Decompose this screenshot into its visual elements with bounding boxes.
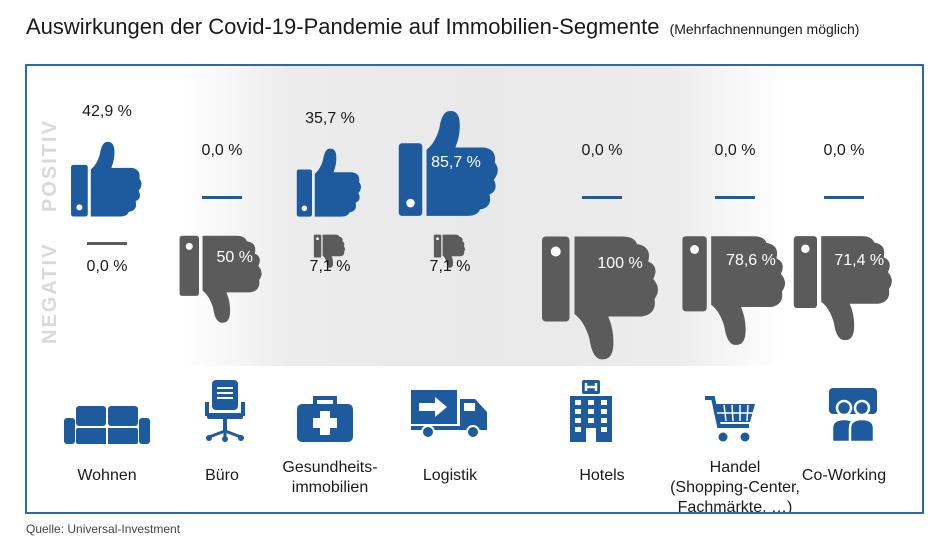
delivery-truck-icon [411,390,487,438]
hotel-building-icon [570,380,612,442]
title-subtitle: (Mehrfachnennungen möglich) [669,21,860,37]
positive-value-5: 0,0 % [714,142,756,159]
negative-value-3: 7,1 % [429,258,471,275]
first-aid-kit-icon [297,396,353,442]
negative-thumb-1 [179,235,262,323]
negative-value-4: 100 % [597,254,643,272]
negative-value-6: 71,4 % [834,251,885,269]
title-main: Auswirkungen der Covid-19-Pandemie auf I… [26,14,660,39]
positive-value-4: 0,0 % [581,142,623,159]
positive-value-2: 35,7 % [305,110,355,127]
positive-value-0: 42,9 % [82,103,132,120]
category-label-4: Hotels [579,467,625,484]
positive-value-6: 0,0 % [823,142,865,159]
positive-dash-5 [715,196,755,199]
coworking-people-icon [829,388,877,444]
category-label-3: Logistik [422,467,478,484]
negative-thumb-4 [542,236,658,360]
positive-dash-4 [582,196,622,199]
category-label-6: Co-Working [801,467,887,484]
chart-frame: POSITIV NEGATIV [25,64,924,514]
sofa-icon [64,406,150,444]
category-label-5: Handel (Shopping-Center, Fachmärkte, …) [670,459,800,514]
row-label-negative: NEGATIV [39,242,61,344]
negative-value-1: 50 % [216,248,253,266]
chart-title: Auswirkungen der Covid-19-Pandemie auf I… [26,14,859,40]
negative-thumb-5 [681,236,785,345]
office-chair-icon [205,380,245,442]
negative-thumb-2 [313,234,346,268]
negative-value-2: 7,1 % [309,258,351,275]
positive-dash-6 [824,196,864,199]
negative-dash-0 [87,242,127,245]
positive-value-1: 0,0 % [201,142,243,159]
category-label-0: Wohnen [77,467,137,484]
positive-thumb-2 [296,148,361,217]
source-note: Quelle: Universal-Investment [26,522,181,536]
negative-thumb-6 [793,236,892,341]
row-label-positive: POSITIV [39,119,61,212]
category-label-1: Büro [205,467,239,484]
category-label-2: Gesundheits- immobilien [282,459,378,496]
negative-value-0: 0,0 % [86,258,128,275]
negative-value-5: 78,6 % [726,252,776,270]
positive-value-3: 85,7 % [431,153,481,171]
negative-thumb-3 [433,234,466,268]
positive-dash-1 [202,196,242,199]
shopping-cart-icon [705,396,755,442]
positive-thumb-0 [70,141,142,217]
background-shade [182,66,782,366]
positive-thumb-3 [398,110,498,216]
